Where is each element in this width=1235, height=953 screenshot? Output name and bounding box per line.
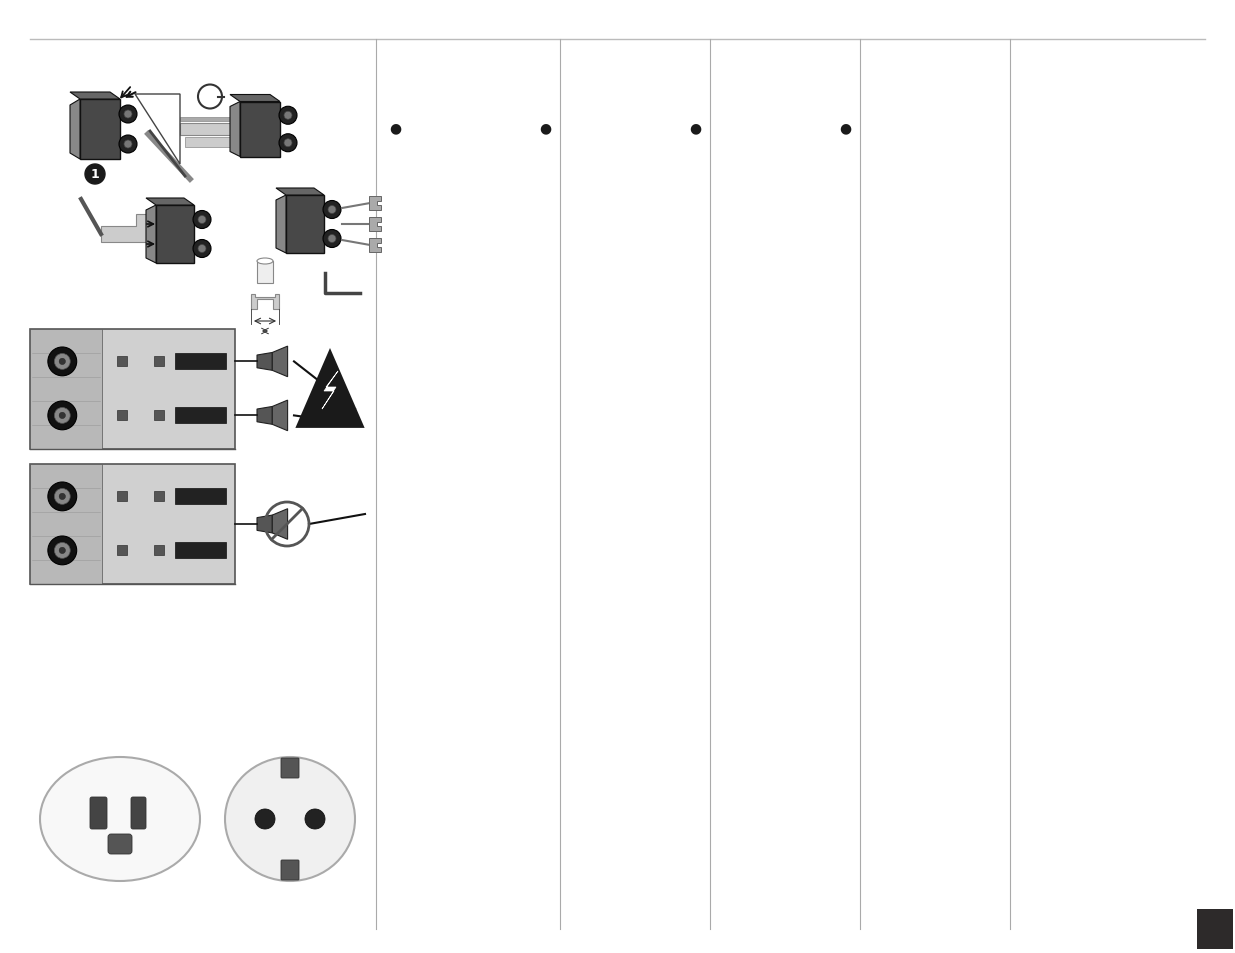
Polygon shape <box>70 100 80 160</box>
FancyBboxPatch shape <box>180 118 240 122</box>
Circle shape <box>59 413 65 419</box>
Polygon shape <box>146 199 194 206</box>
Circle shape <box>119 106 137 124</box>
Circle shape <box>279 107 296 125</box>
FancyBboxPatch shape <box>240 102 280 157</box>
Circle shape <box>54 543 70 558</box>
FancyBboxPatch shape <box>154 411 164 421</box>
Polygon shape <box>369 197 382 211</box>
Polygon shape <box>230 95 280 102</box>
FancyBboxPatch shape <box>154 546 164 556</box>
Circle shape <box>329 235 336 243</box>
Circle shape <box>193 212 211 230</box>
FancyBboxPatch shape <box>156 206 194 264</box>
FancyBboxPatch shape <box>30 330 235 450</box>
FancyBboxPatch shape <box>287 195 324 253</box>
Circle shape <box>54 355 70 370</box>
Circle shape <box>254 809 275 829</box>
FancyBboxPatch shape <box>30 464 101 584</box>
Polygon shape <box>257 516 272 534</box>
FancyBboxPatch shape <box>30 330 101 450</box>
FancyBboxPatch shape <box>180 124 240 136</box>
Polygon shape <box>275 189 324 195</box>
Circle shape <box>193 240 211 258</box>
FancyBboxPatch shape <box>191 357 201 367</box>
FancyBboxPatch shape <box>282 861 299 880</box>
FancyBboxPatch shape <box>154 492 164 502</box>
FancyBboxPatch shape <box>175 543 226 558</box>
Text: ●: ● <box>538 121 551 135</box>
Text: ●: ● <box>689 121 701 135</box>
FancyBboxPatch shape <box>175 489 226 505</box>
FancyBboxPatch shape <box>191 411 201 421</box>
FancyBboxPatch shape <box>191 492 201 502</box>
Circle shape <box>48 348 77 376</box>
Circle shape <box>54 408 70 424</box>
FancyBboxPatch shape <box>154 357 164 367</box>
Polygon shape <box>101 214 146 243</box>
Circle shape <box>124 111 132 119</box>
Circle shape <box>279 134 296 152</box>
FancyBboxPatch shape <box>107 834 132 854</box>
Text: 1: 1 <box>90 169 99 181</box>
FancyBboxPatch shape <box>90 797 107 829</box>
Polygon shape <box>146 206 156 264</box>
Ellipse shape <box>225 758 354 882</box>
Circle shape <box>198 216 206 224</box>
Circle shape <box>329 206 336 214</box>
Circle shape <box>59 548 65 554</box>
Polygon shape <box>230 102 240 157</box>
FancyBboxPatch shape <box>117 357 127 367</box>
Polygon shape <box>257 354 272 371</box>
Circle shape <box>85 165 105 185</box>
Polygon shape <box>275 195 287 253</box>
Ellipse shape <box>40 758 200 882</box>
FancyBboxPatch shape <box>117 411 127 421</box>
Circle shape <box>124 141 132 149</box>
Circle shape <box>305 809 325 829</box>
Polygon shape <box>272 400 288 432</box>
FancyBboxPatch shape <box>175 408 226 424</box>
FancyBboxPatch shape <box>1197 909 1233 949</box>
Circle shape <box>284 112 291 120</box>
FancyBboxPatch shape <box>185 138 235 148</box>
Polygon shape <box>257 407 272 425</box>
FancyBboxPatch shape <box>191 546 201 556</box>
Circle shape <box>324 201 341 219</box>
Polygon shape <box>272 509 288 539</box>
Circle shape <box>48 482 77 511</box>
FancyBboxPatch shape <box>282 759 299 779</box>
Circle shape <box>48 537 77 565</box>
Polygon shape <box>369 218 382 232</box>
FancyBboxPatch shape <box>257 262 273 284</box>
Circle shape <box>324 231 341 248</box>
Polygon shape <box>322 372 338 410</box>
Circle shape <box>284 139 291 148</box>
Polygon shape <box>70 92 120 100</box>
Circle shape <box>198 245 206 253</box>
Polygon shape <box>272 347 288 377</box>
FancyBboxPatch shape <box>175 354 226 370</box>
Circle shape <box>119 136 137 153</box>
FancyBboxPatch shape <box>30 464 235 584</box>
FancyBboxPatch shape <box>131 797 146 829</box>
Circle shape <box>48 401 77 431</box>
Circle shape <box>54 489 70 505</box>
Polygon shape <box>251 294 279 310</box>
Text: ●: ● <box>839 121 851 135</box>
Circle shape <box>59 494 65 500</box>
FancyBboxPatch shape <box>80 100 120 160</box>
FancyBboxPatch shape <box>117 546 127 556</box>
Ellipse shape <box>257 258 273 265</box>
Text: ●: ● <box>389 121 401 135</box>
FancyBboxPatch shape <box>117 492 127 502</box>
Circle shape <box>59 359 65 365</box>
Polygon shape <box>369 238 382 253</box>
Polygon shape <box>298 352 363 427</box>
